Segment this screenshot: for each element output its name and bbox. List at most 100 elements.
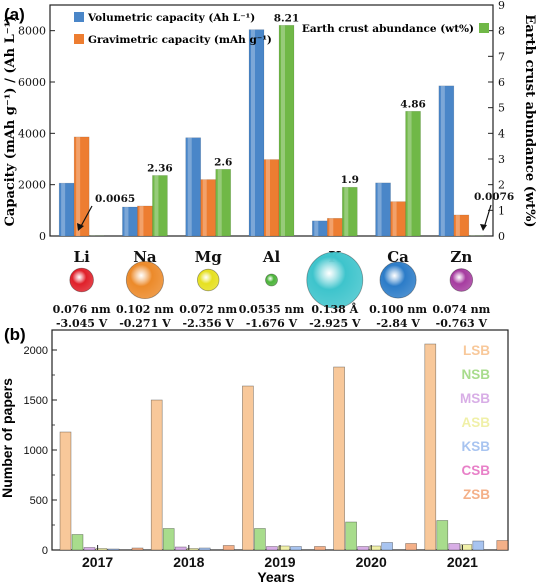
panel-b-bar-ksb-2017 (107, 548, 120, 551)
element-symbol-mg: Mg (195, 248, 223, 266)
panel-b-bar-asb-2017 (95, 548, 108, 551)
panel-b-x-axis-title: Years (257, 569, 295, 585)
panel-a-bar-ca-gravimetric (390, 201, 406, 237)
panel-b-bar-ksb-2021 (472, 540, 485, 551)
bar-highlight (407, 111, 412, 236)
panel-b-bar-zsb-2019 (314, 546, 326, 551)
ion-radius-li: 0.076 nm (53, 303, 111, 316)
panel-b-y-tick-label: 0 (42, 545, 48, 557)
redox-potential-na: -0.271 V (119, 317, 171, 330)
bar-highlight (187, 137, 192, 236)
ion-radius-k: 0.138 Å (311, 302, 358, 316)
panel-a-element-info: Li 0.076 nm-3.045 V Na 0.102 nm-0.271 V Mg 0.… (53, 248, 491, 330)
panel-a-bar-na-volumetric (122, 206, 138, 237)
panel-b-y-tick-label: 2000 (24, 345, 48, 357)
bar-highlight (392, 201, 397, 236)
panel-b-bar-msb-2017 (83, 547, 96, 551)
bar-fill (58, 182, 75, 237)
ion-sphere-mg (196, 268, 220, 292)
ion-sphere-li (69, 267, 94, 293)
redox-potential-zn: -0.763 V (436, 317, 488, 330)
panel-a-right-tick-label: 1 (498, 204, 505, 217)
ion-sphere-na (125, 260, 164, 300)
bar-highlight (344, 187, 349, 236)
panel-a-bar-k-gravimetric (326, 217, 343, 237)
panel-a-abundance-label-ca: 4.86 (400, 98, 426, 110)
panel-a-abundance-label-k: 1.9 (341, 174, 359, 186)
panel-a-left-tick-label: 4000 (18, 127, 46, 140)
panel-a-right-axis-ticks: 0 1 2 3 4 5 6 7 8 9 (488, 0, 505, 243)
bar-fill (152, 175, 168, 237)
panel-b-legend: LSB NSB MSB ASB KSB CSB ZSB (460, 343, 490, 502)
bar-highlight (440, 85, 445, 236)
panel-b-bar-nsb-2021 (436, 520, 449, 551)
panel-a-legend: Volumetric capacity (Ah L⁻¹) Gravimetric… (74, 12, 489, 46)
panel-a-right-tick-label: 8 (498, 25, 505, 38)
zn-abundance-arrow (480, 204, 492, 231)
panel-b-bar-asb-2020 (369, 545, 381, 551)
panel-a-right-axis-title: Earth crust abundance (wt%) (522, 14, 537, 227)
panel-a: (a) 0 2000 4000 6000 8000 0 1 2 3 4 5 6 7 8 9 0.0065 2… (3, 0, 537, 330)
panel-a-left-tick-label: 0 (39, 230, 46, 243)
panel-a-bars (58, 24, 485, 237)
legend-label-lsb: LSB (463, 343, 490, 358)
bar-highlight (61, 183, 66, 236)
panel-b-bar-nsb-2019 (254, 528, 266, 551)
panel-a-bar-al-abundance (278, 24, 295, 237)
bar-fill (73, 136, 90, 237)
panel-b-y-axis-title: Number of papers (0, 378, 15, 498)
ion-radius-na: 0.102 nm (116, 303, 174, 316)
redox-potential-al: -1.676 V (246, 317, 298, 330)
panel-b-bar-msb-2021 (448, 543, 461, 551)
panel-b-bar-zsb-2017 (131, 547, 144, 551)
panel-a-bar-zn-volumetric (438, 85, 455, 237)
bar-fill (453, 214, 470, 237)
panel-a-abundance-label-mg: 2.6 (214, 156, 232, 168)
legend-swatch-gravimetric (74, 34, 84, 44)
panel-a-right-tick-label: 3 (498, 153, 505, 166)
panel-b-x-tick-label: 2019 (264, 554, 295, 570)
redox-potential-ca: -2.84 V (376, 317, 420, 330)
element-symbol-ca: Ca (387, 248, 409, 266)
panel-a-bar-ca-volumetric (375, 182, 391, 237)
panel-b-y-axis-ticks: 0 500 1000 1500 2000 (24, 345, 57, 557)
bar-highlight (377, 182, 382, 236)
panel-b-bar-nsb-2018 (162, 528, 175, 551)
panel-b-bar-ksb-2018 (198, 547, 211, 551)
bar-fill (405, 110, 421, 237)
panel-b-plot-frame (51, 329, 509, 551)
panel-b-bar-nsb-2017 (71, 534, 84, 551)
panel-a-bar-al-volumetric (248, 29, 265, 237)
panel-b-y-tick-label: 1500 (24, 395, 48, 407)
legend-label-ksb: KSB (461, 439, 490, 454)
bar-fill (278, 24, 295, 237)
bar-highlight (124, 206, 129, 236)
ion-sphere-zn (449, 268, 474, 292)
ion-sphere-k (306, 251, 364, 309)
panel-b-x-tick-label: 2021 (447, 554, 478, 570)
bar-highlight (154, 175, 159, 236)
redox-potential-mg: -2.356 V (183, 317, 235, 330)
element-symbol-na: Na (133, 248, 157, 266)
panel-a-abundance-label-al: 8.21 (274, 12, 300, 24)
panel-a-bar-mg-volumetric (185, 137, 202, 237)
panel-b-bar-asb-2018 (186, 548, 199, 551)
bar-highlight (251, 29, 255, 236)
panel-a-bar-li-volumetric (58, 182, 75, 237)
ion-radius-mg: 0.072 nm (179, 303, 237, 316)
legend-label-gravimetric: Gravimetric capacity (mAh g⁻¹) (88, 34, 272, 46)
panel-b-bar-zsb-2018 (222, 545, 235, 551)
panel-a-right-tick-label: 6 (498, 76, 505, 89)
bar-highlight (455, 214, 460, 236)
panel-a-bar-mg-gravimetric (200, 179, 217, 237)
ion-sphere-ca (379, 261, 417, 299)
panel-b-bar-lsb-2017 (59, 431, 72, 551)
li-abundance-arrow (77, 205, 93, 231)
bar-fill (341, 186, 358, 237)
panel-b-bar-zsb-2021 (496, 540, 509, 551)
legend-label-msb: MSB (460, 391, 490, 406)
bar-highlight (202, 179, 207, 236)
ion-radius-zn: 0.074 nm (432, 303, 490, 316)
panel-b-x-tick-label: 2018 (173, 554, 204, 570)
panel-b-y-tick-label: 500 (30, 495, 48, 507)
